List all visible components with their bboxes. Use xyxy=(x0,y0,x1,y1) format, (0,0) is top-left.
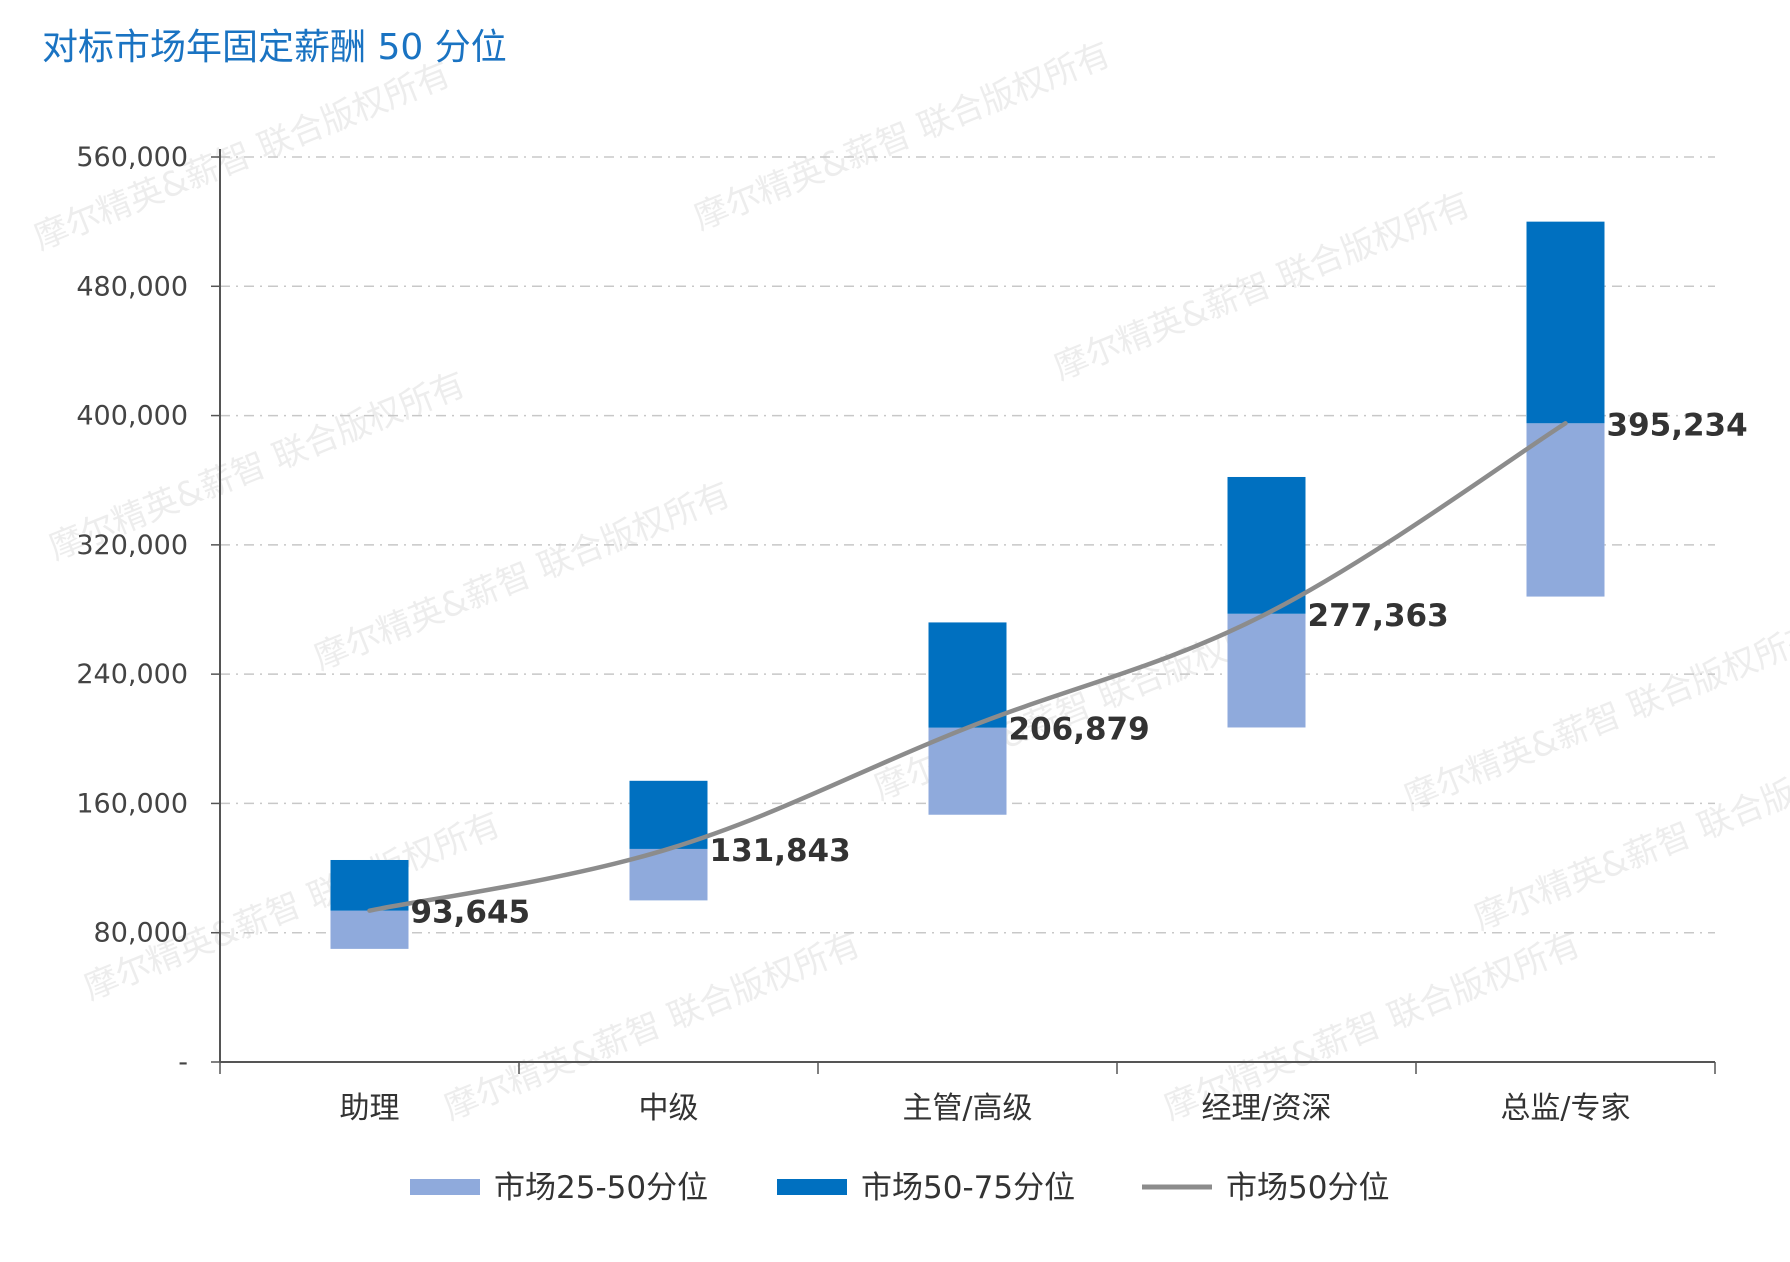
y-tick-label: 160,000 xyxy=(76,788,188,819)
legend-swatch xyxy=(410,1179,480,1195)
x-category-label: 中级 xyxy=(639,1091,699,1126)
x-category-label: 主管/高级 xyxy=(902,1091,1032,1126)
data-labels: 93,645 131,843 206,879 277,363 395,234 xyxy=(411,407,1748,930)
data-label: 131,843 xyxy=(710,833,851,869)
y-tick-label: - xyxy=(178,1047,188,1078)
x-category-label: 总监/专家 xyxy=(1500,1091,1630,1126)
data-label: 395,234 xyxy=(1607,407,1748,443)
legend: 市场25-50分位 市场50-75分位 市场50分位 xyxy=(410,1170,1389,1206)
y-tick-label: 400,000 xyxy=(76,401,188,432)
watermark-text: 摩尔精英&薪智 联合版权所有 xyxy=(688,34,1116,238)
data-label: 206,879 xyxy=(1009,712,1150,748)
chart-title: 对标市场年固定薪酬 50 分位 xyxy=(42,27,507,68)
legend-label: 市场25-50分位 xyxy=(494,1170,708,1206)
gridlines xyxy=(220,156,1715,934)
bar-p50-p75 xyxy=(629,780,708,849)
y-tick-label: 320,000 xyxy=(76,530,188,561)
bar-p50-p75 xyxy=(1227,476,1306,614)
bar-p50-p75 xyxy=(928,622,1007,728)
data-label: 93,645 xyxy=(411,895,531,931)
median-line xyxy=(367,421,1568,913)
y-tick-label: 560,000 xyxy=(76,142,188,173)
y-tick-label: 240,000 xyxy=(76,659,188,690)
bars xyxy=(330,221,1605,949)
bar-p25-p50 xyxy=(330,910,409,949)
bar-p50-p75 xyxy=(1526,221,1605,424)
y-tick-label: 480,000 xyxy=(76,271,188,302)
legend-label: 市场50分位 xyxy=(1226,1170,1389,1206)
y-tick-label: 80,000 xyxy=(94,918,188,949)
legend-swatch xyxy=(777,1179,847,1195)
y-axis: - 80,000 160,000 240,000 320,000 400,000 480,0… xyxy=(76,142,221,1078)
bar-p50-p75 xyxy=(330,859,409,911)
x-category-label: 经理/资深 xyxy=(1201,1091,1331,1126)
bar-p25-p50 xyxy=(1526,423,1605,597)
x-axis: 助理 中级 主管/高级 经理/资深 总监/专家 xyxy=(219,1061,1716,1126)
watermark-text: 摩尔精英&薪智 联合版权所有 xyxy=(1398,614,1790,818)
bar-p25-p50 xyxy=(1227,613,1306,728)
watermark-text: 摩尔精英&薪智 联合版权所有 xyxy=(308,474,736,678)
x-category-label: 助理 xyxy=(340,1091,400,1126)
legend-label: 市场50-75分位 xyxy=(861,1170,1075,1206)
median-line-layer xyxy=(367,421,1568,913)
data-label: 277,363 xyxy=(1308,598,1449,634)
bar-p25-p50 xyxy=(928,727,1007,815)
